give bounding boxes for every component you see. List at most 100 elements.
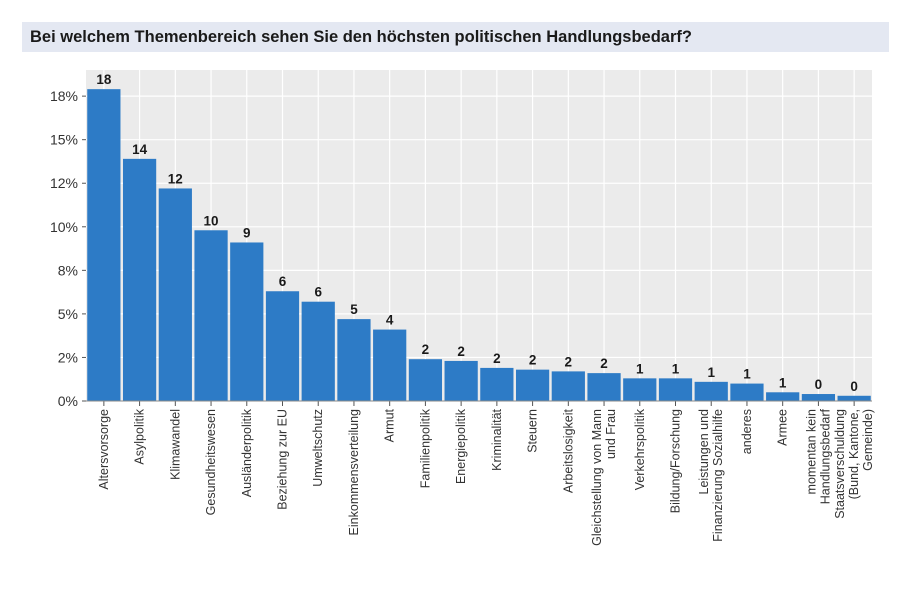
bar: [230, 242, 264, 401]
x-tick-label-line: Einkommensverteilung: [347, 409, 361, 535]
x-tick-label: Leistungen und Finanzierung Sozialhilfe: [697, 409, 725, 542]
x-tick-label: Asylpolitik: [133, 408, 147, 464]
x-tick-label-line: (Bund, Kantone,: [847, 409, 861, 499]
data-label: 6: [279, 274, 287, 289]
bar: [623, 378, 657, 401]
x-tick-label: anderes: [740, 409, 754, 454]
bar: [87, 89, 121, 402]
data-label: 2: [457, 344, 465, 359]
x-tick-label: Gleichstellung von Mann und Frau: [590, 409, 618, 546]
x-tick-label: Staatsverschuldung (Bund, Kantone, Gemeind…: [833, 409, 875, 519]
x-tick-label: momentan kein Handlungsbedarf: [804, 408, 832, 504]
bar: [158, 188, 192, 401]
data-label: 0: [850, 379, 858, 394]
x-tick-label: Kriminalität: [490, 408, 504, 470]
x-tick-label: Ausländerpolitik: [240, 408, 254, 497]
bar: [730, 383, 764, 401]
x-tick-label-line: Asylpolitik: [133, 408, 147, 464]
x-tick-label-line: Steuern: [526, 409, 540, 453]
data-label: 1: [636, 361, 644, 376]
x-tick-label-line: Umweltschutz: [311, 409, 325, 487]
x-tick-label-line: Gesundheitswesen: [204, 409, 218, 515]
x-tick-label: Verkehrspolitik: [633, 408, 647, 490]
x-tick-label-line: anderes: [740, 409, 754, 454]
data-label: 1: [707, 365, 715, 380]
x-tick-label: Altersvorsorge: [97, 409, 111, 490]
data-label: 10: [204, 213, 219, 228]
data-label: 5: [350, 302, 358, 317]
x-tick-label-line: Armut: [383, 408, 397, 442]
bar: [408, 359, 443, 401]
x-tick-label: Beziehung zur EU: [276, 409, 290, 510]
x-tick-label: Familienpolitik: [418, 408, 432, 488]
bar: [373, 329, 407, 401]
x-tick-label-line: Staatsverschuldung: [833, 409, 847, 519]
x-tick-label-line: Familienpolitik: [418, 408, 432, 488]
data-label: 2: [422, 342, 430, 357]
x-tick-label: Umweltschutz: [311, 409, 325, 487]
x-tick-label-line: Finanzierung Sozialhilfe: [711, 409, 725, 542]
y-tick-label: 15%: [50, 132, 78, 148]
y-tick-label: 10%: [50, 219, 78, 235]
data-label: 2: [600, 356, 608, 371]
bar: [444, 360, 478, 401]
data-label: 4: [386, 313, 394, 328]
bar: [587, 373, 621, 401]
x-tick-label-line: Verkehrspolitik: [633, 408, 647, 490]
bar: [265, 291, 300, 401]
x-tick-label: Gesundheitswesen: [204, 409, 218, 515]
data-label: 1: [672, 361, 680, 376]
bar: [480, 367, 514, 401]
x-tick-label-line: Bildung/Forschung: [669, 409, 683, 513]
data-label: 6: [314, 285, 322, 300]
x-tick-label-line: Kriminalität: [490, 408, 504, 470]
data-label: 2: [529, 353, 537, 368]
x-tick-label-line: und Frau: [604, 409, 618, 459]
x-tick-label-line: Gleichstellung von Mann: [590, 409, 604, 546]
x-tick-label-line: Klimawandel: [168, 409, 182, 480]
x-tick-label-line: Arbeitslosigkeit: [561, 408, 575, 493]
bar: [515, 369, 550, 401]
data-label: 1: [743, 367, 751, 382]
x-tick-label: Steuern: [526, 409, 540, 453]
x-tick-label-line: Ausländerpolitik: [240, 408, 254, 497]
x-tick-label-line: Handlungsbedarf: [818, 408, 832, 504]
bar: [551, 371, 585, 401]
x-tick-label-line: Energiepolitik: [454, 408, 468, 484]
bar: [837, 395, 871, 401]
x-tick-label-line: Leistungen und: [697, 409, 711, 495]
x-tick-label: Bildung/Forschung: [669, 409, 683, 513]
bar: [766, 392, 800, 401]
x-tick-label-line: Armee: [776, 409, 790, 446]
bar: [301, 301, 335, 401]
data-label: 14: [132, 142, 148, 157]
chart-title-bar: Bei welchem Themenbereich sehen Sie den …: [22, 22, 889, 52]
y-tick-label: 8%: [58, 262, 78, 278]
y-tick-label: 12%: [50, 175, 78, 191]
x-tick-label-line: Altersvorsorge: [97, 409, 111, 490]
x-tick-label-line: Gemeinde): [861, 409, 875, 471]
data-label: 9: [243, 225, 251, 240]
data-label: 1: [779, 375, 787, 390]
y-tick-label: 2%: [58, 349, 78, 365]
bar: [122, 158, 157, 401]
bar: [694, 381, 728, 401]
bar: [337, 319, 371, 401]
bar: [801, 394, 836, 401]
y-tick-label: 0%: [58, 393, 78, 409]
bar: [658, 378, 693, 401]
y-tick-label: 5%: [58, 306, 78, 322]
x-tick-label: Einkommensverteilung: [347, 409, 361, 535]
x-tick-label: Klimawandel: [168, 409, 182, 480]
bar: [194, 230, 228, 401]
x-tick-label: Arbeitslosigkeit: [561, 408, 575, 493]
x-tick-label-line: Beziehung zur EU: [276, 409, 290, 510]
x-tick-label: Armut: [383, 408, 397, 442]
data-label: 12: [168, 171, 183, 186]
data-label: 0: [815, 377, 823, 392]
x-tick-label: Energiepolitik: [454, 408, 468, 484]
chart-title: Bei welchem Themenbereich sehen Sie den …: [30, 27, 692, 46]
data-label: 2: [493, 351, 501, 366]
x-tick-label: Armee: [776, 409, 790, 446]
